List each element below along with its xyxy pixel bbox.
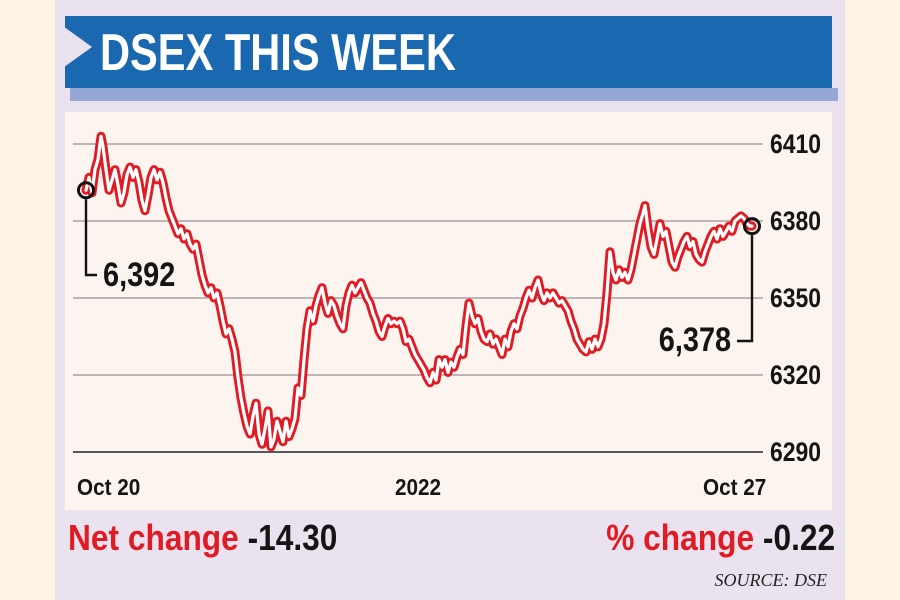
chart-panel bbox=[65, 112, 832, 510]
x-label-oct20: Oct 20 bbox=[77, 474, 141, 500]
change-summary-row: Net change -14.30 % change -0.22 bbox=[65, 517, 835, 559]
net-change-group: Net change -14.30 bbox=[68, 517, 337, 559]
end-value-label: 6,378 bbox=[658, 321, 731, 359]
start-value-label: 6,392 bbox=[103, 256, 176, 294]
source-credit: SOURCE: DSE bbox=[714, 570, 827, 590]
y-tick-label: 6320 bbox=[770, 360, 822, 390]
pct-change-group: % change -0.22 bbox=[606, 517, 835, 559]
net-change-value: -14.30 bbox=[247, 517, 338, 558]
banner-shadow-strip bbox=[70, 88, 838, 101]
pct-change-value: -0.22 bbox=[762, 517, 835, 558]
y-tick-label: 6350 bbox=[770, 283, 822, 313]
page-title: DSEX THIS WEEK bbox=[100, 24, 456, 82]
y-tick-label: 6290 bbox=[770, 437, 822, 467]
net-change-label: Net change bbox=[68, 517, 239, 558]
x-label-year: 2022 bbox=[395, 474, 442, 500]
pct-change-label: % change bbox=[606, 517, 754, 558]
x-label-oct27: Oct 27 bbox=[703, 474, 767, 500]
y-tick-label: 6410 bbox=[770, 129, 822, 159]
y-tick-label: 6380 bbox=[770, 206, 822, 236]
title-banner: DSEX THIS WEEK bbox=[65, 16, 832, 88]
